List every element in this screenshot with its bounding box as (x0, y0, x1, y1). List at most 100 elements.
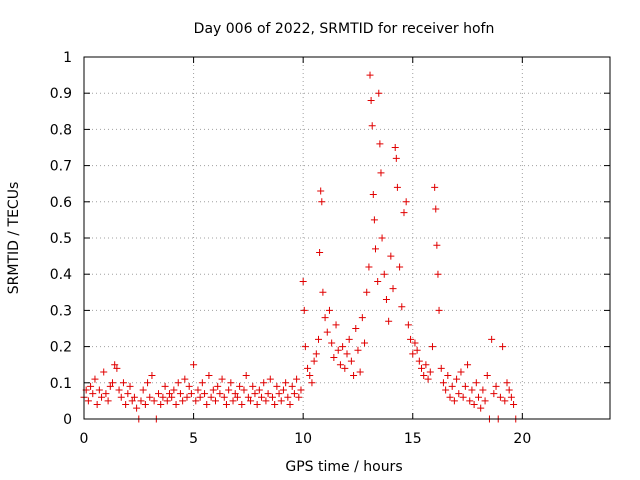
data-point (137, 397, 145, 405)
data-point (446, 393, 454, 401)
data-point (128, 397, 136, 405)
data-point (457, 368, 465, 376)
data-point (318, 198, 326, 206)
data-point (146, 393, 154, 401)
data-point (432, 205, 440, 213)
y-tick-label: 0.1 (50, 376, 72, 392)
data-point (264, 390, 272, 398)
data-point (435, 306, 443, 314)
data-point (330, 353, 338, 361)
data-point (295, 393, 303, 401)
data-point (277, 397, 285, 405)
data-point (501, 397, 509, 405)
data-point (299, 277, 307, 285)
x-axis-label: GPS time / hours (285, 459, 402, 475)
data-point (316, 248, 324, 256)
data-point (366, 71, 374, 79)
data-point (431, 183, 439, 191)
data-point (209, 386, 217, 394)
data-point (317, 187, 325, 195)
y-tick-label: 1 (63, 50, 72, 66)
data-point (490, 390, 498, 398)
data-point (201, 390, 209, 398)
data-point (310, 357, 318, 365)
data-point (312, 350, 320, 358)
data-point (288, 382, 296, 390)
data-point (343, 350, 351, 358)
data-point (84, 397, 92, 405)
data-point (424, 375, 432, 383)
data-point (244, 393, 252, 401)
data-point (196, 393, 204, 401)
data-point (163, 397, 171, 405)
data-point (293, 375, 301, 383)
data-point (231, 390, 239, 398)
data-point (345, 335, 353, 343)
data-point (396, 263, 404, 271)
data-point (148, 372, 156, 380)
data-point (258, 393, 266, 401)
data-point (341, 364, 349, 372)
data-point (323, 328, 331, 336)
data-point (284, 393, 292, 401)
data-point (437, 364, 445, 372)
data-point (339, 343, 347, 351)
data-point (464, 361, 472, 369)
data-point (402, 198, 410, 206)
data-point (470, 401, 478, 409)
data-point (89, 390, 97, 398)
data-point (268, 393, 276, 401)
data-point (336, 361, 344, 369)
data-point (347, 357, 355, 365)
data-point (387, 252, 395, 260)
data-point (377, 169, 385, 177)
data-point (507, 393, 515, 401)
data-point (170, 386, 178, 394)
data-point (413, 346, 421, 354)
data-point (297, 386, 305, 394)
data-point (161, 382, 169, 390)
data-point (375, 89, 383, 97)
data-point (368, 122, 376, 130)
data-point (315, 335, 323, 343)
data-point (477, 404, 485, 412)
data-point (255, 386, 263, 394)
data-point (227, 379, 235, 387)
data-point (450, 397, 458, 405)
data-point (492, 382, 500, 390)
plot-frame (83, 56, 611, 420)
data-point (374, 277, 382, 285)
data-point (87, 382, 95, 390)
data-point (391, 144, 399, 151)
data-point (203, 401, 211, 409)
data-point (505, 386, 513, 394)
data-point (115, 386, 123, 394)
data-point (240, 386, 248, 394)
data-point (91, 375, 99, 383)
data-point (367, 96, 375, 104)
data-point (319, 288, 327, 296)
data-point (139, 386, 147, 394)
data-point (113, 364, 121, 372)
data-point (290, 390, 298, 398)
data-point (218, 375, 226, 383)
data-point (407, 335, 415, 343)
y-tick-label: 0.9 (50, 86, 72, 102)
data-point (503, 379, 511, 387)
data-point (358, 314, 366, 322)
data-point (398, 303, 406, 311)
data-point (275, 390, 283, 398)
data-point (499, 343, 507, 351)
data-point (279, 386, 287, 394)
data-point (102, 390, 110, 398)
data-point (420, 372, 428, 380)
data-point (95, 386, 103, 394)
y-tick-label: 0.8 (50, 122, 72, 138)
data-point (144, 379, 152, 387)
data-point (411, 339, 419, 347)
data-point (273, 382, 281, 390)
data-point (249, 382, 257, 390)
data-point (111, 361, 119, 369)
data-point (325, 306, 333, 314)
